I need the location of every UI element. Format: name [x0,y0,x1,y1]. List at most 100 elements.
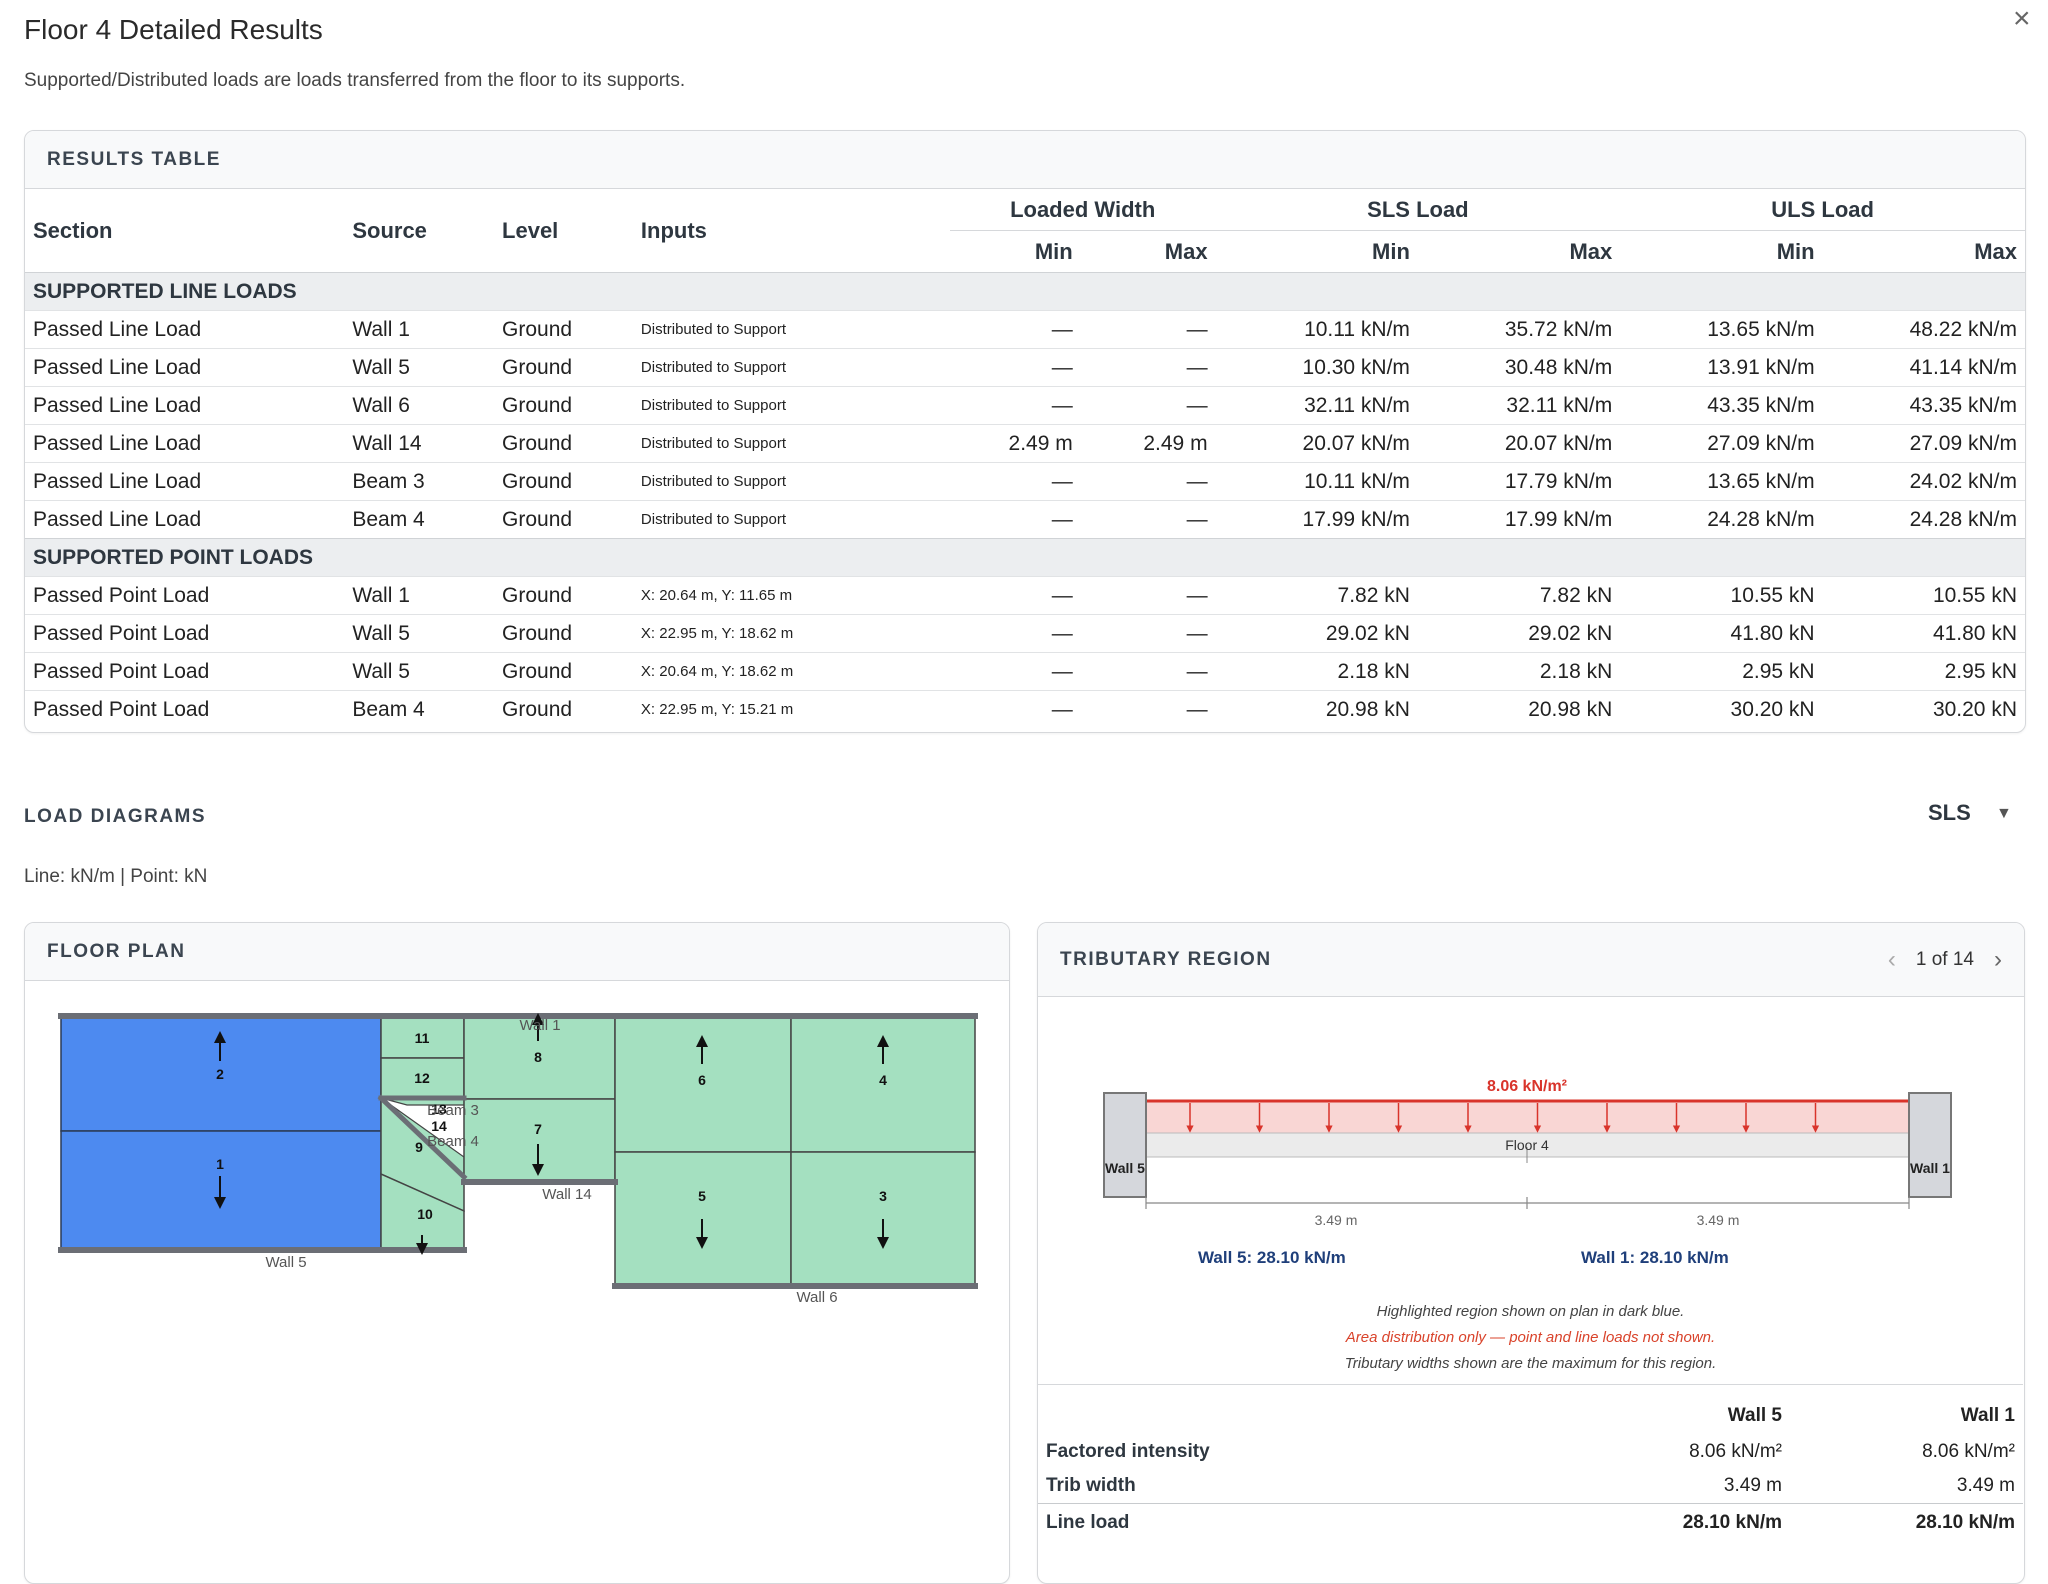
cell-source: Wall 14 [344,424,495,463]
cell-uls-min: 13.65 kN/m [1620,310,1823,349]
tributary-region-heading: TRIBUTARY REGION [1060,948,1272,970]
cell-source: Wall 5 [344,614,495,653]
region-label-10: 10 [417,1206,433,1222]
dialog-title: Floor 4 Detailed Results [24,14,323,45]
cell-section: Passed Line Load [25,424,345,463]
cell-sls-max: 2.18 kN [1417,652,1621,691]
section-group-row: SUPPORTED POINT LOADS [25,538,2025,577]
cell-loaded-width-max: — [1080,310,1216,349]
summary-value: 8.06 kN/m² [1689,1441,1782,1462]
load-mode-select[interactable]: SLS [1928,800,1971,825]
wall-label-wall-14: Wall 14 [542,1186,591,1203]
cell-uls-max: 43.35 kN/m [1822,386,2025,425]
cell-source: Beam 4 [344,690,495,728]
region-label-3: 3 [879,1188,887,1204]
cell-uls-max: 48.22 kN/m [1822,310,2025,349]
summary-value: 8.06 kN/m² [1922,1441,2015,1462]
note-max-width: Tributary widths shown are the maximum f… [1344,1355,1717,1372]
cell-level: Ground [494,690,633,728]
cell-section: Passed Point Load [25,652,345,691]
beam-4-line[interactable] [377,1094,468,1181]
note-area-only: Area distribution only — point and line … [1345,1329,1716,1346]
cell-loaded-width-min: — [949,386,1081,425]
cell-uls-min: 27.09 kN/m [1620,424,1823,463]
cell-loaded-width-max: — [1080,690,1216,728]
tributary-region-header: TRIBUTARY REGION ‹ 1 of 14 › [1038,923,2024,997]
cell-uls-min: 10.55 kN [1620,576,1823,615]
cell-inputs: Distributed to Support [632,386,950,425]
col-header-max: Max [1974,238,2017,264]
table-row: Passed Line Load Beam 3 Ground Distributed … [25,462,2025,501]
col-header-max: Max [1569,238,1613,264]
cell-uls-max: 41.14 kN/m [1822,348,2025,387]
cell-sls-min: 10.30 kN/m [1215,348,1418,387]
region-label-8: 8 [534,1049,542,1065]
cell-loaded-width-max: — [1080,652,1216,691]
cell-sls-max: 29.02 kN [1417,614,1621,653]
cell-loaded-width-max: — [1080,500,1216,539]
col-header-min: Min [1034,238,1073,264]
wall-label-wall-1: Wall 1 [519,1017,560,1034]
region-label-14: 14 [431,1118,447,1134]
cell-sls-min: 17.99 kN/m [1215,500,1418,539]
cell-inputs: Distributed to Support [632,310,950,349]
cell-source: Beam 3 [344,462,495,501]
col-header-sls-load: SLS Load [1215,189,1621,231]
cell-inputs: X: 22.95 m, Y: 15.21 m [632,690,950,728]
cell-sls-min: 7.82 kN [1215,576,1418,615]
wall-label-wall-5: Wall 5 [265,1254,306,1271]
results-table: Section Source Level Inputs Loaded Width… [25,189,2025,728]
chevron-left-icon[interactable]: ‹ [1887,945,1896,973]
summary-label-trib-width: Trib width [1046,1475,1136,1496]
region-label-6: 6 [698,1072,706,1088]
chevron-down-icon[interactable]: ▼ [1996,805,2012,822]
cell-uls-min: 2.95 kN [1620,652,1823,691]
cell-sls-max: 17.79 kN/m [1417,462,1621,501]
results-table-heading: RESULTS TABLE [25,131,2025,189]
col-header-min: Min [1776,238,1815,264]
table-row: Passed Point Load Wall 5 Ground X: 20.64 m,… [25,652,2025,691]
cell-uls-max: 24.02 kN/m [1822,462,2025,501]
region-label-12: 12 [414,1070,430,1086]
cell-uls-min: 30.20 kN [1620,690,1823,728]
cell-loaded-width-min: 2.49 m [949,424,1081,463]
cell-loaded-width-max: — [1080,614,1216,653]
cell-section: Passed Line Load [25,500,345,539]
cell-uls-max: 10.55 kN [1822,576,2025,615]
cell-section: Passed Point Load [25,690,345,728]
cell-uls-min: 43.35 kN/m [1620,386,1823,425]
col-header-loaded-width: Loaded Width [949,189,1216,231]
floor-region-7[interactable] [463,1098,616,1182]
results-table-card: RESULTS TABLE Section Source Level Input… [24,130,2026,733]
right-support-label: Wall 1 [1910,1160,1950,1176]
floor-label: Floor 4 [1505,1137,1549,1153]
floor-plan-heading: FLOOR PLAN [25,923,1009,981]
cell-level: Ground [494,462,633,501]
col-header-min: Min [1372,238,1410,264]
cell-source: Wall 5 [344,652,495,691]
cell-loaded-width-min: — [949,500,1081,539]
summary-label-factored-intensity: Factored intensity [1046,1441,1210,1462]
cell-sls-min: 29.02 kN [1215,614,1418,653]
cell-source: Beam 4 [344,500,495,539]
cell-loaded-width-min: — [949,348,1081,387]
chevron-right-icon[interactable]: › [1994,945,2002,973]
cell-sls-min: 2.18 kN [1215,652,1418,691]
region-label-4: 4 [879,1072,887,1088]
cell-sls-max: 32.11 kN/m [1417,386,1621,425]
load-diagrams-heading: LOAD DIAGRAMS [24,806,207,827]
col-header-uls-load: ULS Load [1620,189,2025,231]
cell-uls-min: 41.80 kN [1620,614,1823,653]
region-pager: ‹ 1 of 14 › [1888,946,2002,974]
cell-sls-max: 20.07 kN/m [1417,424,1621,463]
support-left [1103,1092,1147,1198]
close-icon[interactable]: × [2013,2,2031,35]
intensity-label: 8.06 kN/m² [1487,1078,1567,1095]
pager-text: 1 of 14 [1915,948,1974,970]
cell-loaded-width-min: — [949,576,1081,615]
cell-level: Ground [494,424,633,463]
section-group-title: SUPPORTED POINT LOADS [25,538,2025,577]
wall-label-beam-3: Beam 3 [427,1102,479,1119]
cell-sls-max: 30.48 kN/m [1417,348,1621,387]
cell-loaded-width-max: — [1080,386,1216,425]
